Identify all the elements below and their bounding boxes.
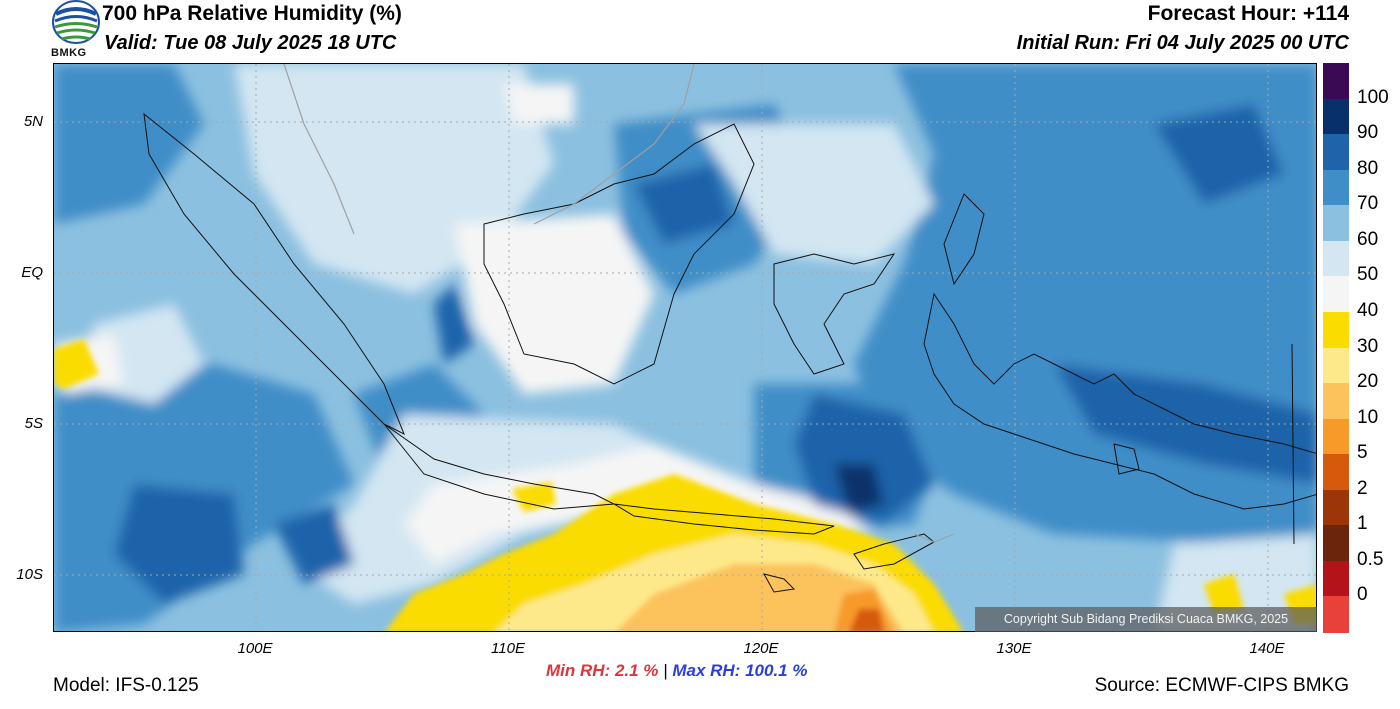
colorbar-segment [1323, 98, 1349, 135]
colorbar-segment [1323, 489, 1349, 526]
lat-label-5n: 5N [23, 113, 43, 130]
colorbar-segment [1323, 276, 1349, 313]
lon-label-100e: 100E [237, 640, 273, 657]
colorbar-label: 10 [1357, 406, 1379, 428]
lon-label-120e: 120E [743, 640, 779, 657]
colorbar-label: 30 [1357, 335, 1379, 357]
forecast-hour: Forecast Hour: +114 [1147, 2, 1349, 25]
min-rh-value: 2.1 % [614, 661, 659, 680]
colorbar-label: 90 [1357, 122, 1379, 144]
colorbar-label: 0 [1357, 584, 1368, 606]
borders [283, 64, 955, 543]
min-rh-label: Min RH: [546, 661, 611, 680]
colorbar-segment [1323, 205, 1349, 242]
colorbar-segment [1323, 596, 1349, 633]
lon-label-130e: 130E [996, 640, 1032, 657]
colorbar-segment [1323, 454, 1349, 491]
lat-label-5s: 5S [24, 415, 43, 432]
bmkg-logo [50, 0, 102, 62]
colorbar-segment [1323, 383, 1349, 420]
colorbar-label: 70 [1357, 193, 1379, 215]
colorbar-segment [1323, 134, 1349, 171]
map-title: 700 hPa Relative Humidity (%) [102, 2, 402, 25]
colorbar-label: 5 [1357, 442, 1368, 464]
stats-separator: | [663, 661, 668, 680]
colorbar-label: 0.5 [1357, 548, 1384, 570]
lat-label-eq: EQ [21, 264, 43, 281]
valid-time: Valid: Tue 08 July 2025 18 UTC [104, 32, 397, 54]
colorbar-segment [1323, 525, 1349, 562]
logo-text: BMKG [51, 47, 87, 59]
initial-run: Initial Run: Fri 04 July 2025 00 UTC [1016, 32, 1349, 54]
lat-label-10s: 10S [16, 566, 43, 583]
colorbar-label: 100 [1357, 86, 1389, 108]
colorbar-label: 80 [1357, 157, 1379, 179]
lon-label-110e: 110E [491, 640, 525, 657]
colorbar-label: 40 [1357, 299, 1379, 321]
copyright-notice: Copyright Sub Bidang Prediksi Cuaca BMKG… [975, 607, 1317, 632]
colorbar-segment [1323, 347, 1349, 384]
colorbar-label: 2 [1357, 477, 1368, 499]
colorbar-segment [1323, 418, 1349, 455]
source-info: Source: ECMWF-CIPS BMKG [1094, 675, 1349, 696]
colorbar-segment [1323, 560, 1349, 597]
model-info: Model: IFS-0.125 [53, 675, 199, 696]
colorbar [1323, 63, 1349, 633]
colorbar-segment [1323, 240, 1349, 277]
colorbar-segment [1323, 169, 1349, 206]
colorbar-segment [1323, 311, 1349, 348]
colorbar-segment [1323, 63, 1349, 100]
humidity-field [54, 64, 1316, 631]
max-rh-value: 100.1 % [745, 661, 808, 680]
rh-stats: Min RH: 2.1 % | Max RH: 100.1 % [546, 661, 807, 681]
max-rh-label: Max RH: [672, 661, 741, 680]
humidity-map [53, 63, 1317, 632]
coastlines [143, 112, 1316, 593]
colorbar-label: 20 [1357, 371, 1379, 393]
colorbar-label: 50 [1357, 264, 1379, 286]
lon-label-140e: 140E [1249, 640, 1285, 657]
colorbar-label: 1 [1357, 513, 1368, 535]
colorbar-label: 60 [1357, 228, 1379, 250]
graticule [54, 64, 1316, 631]
